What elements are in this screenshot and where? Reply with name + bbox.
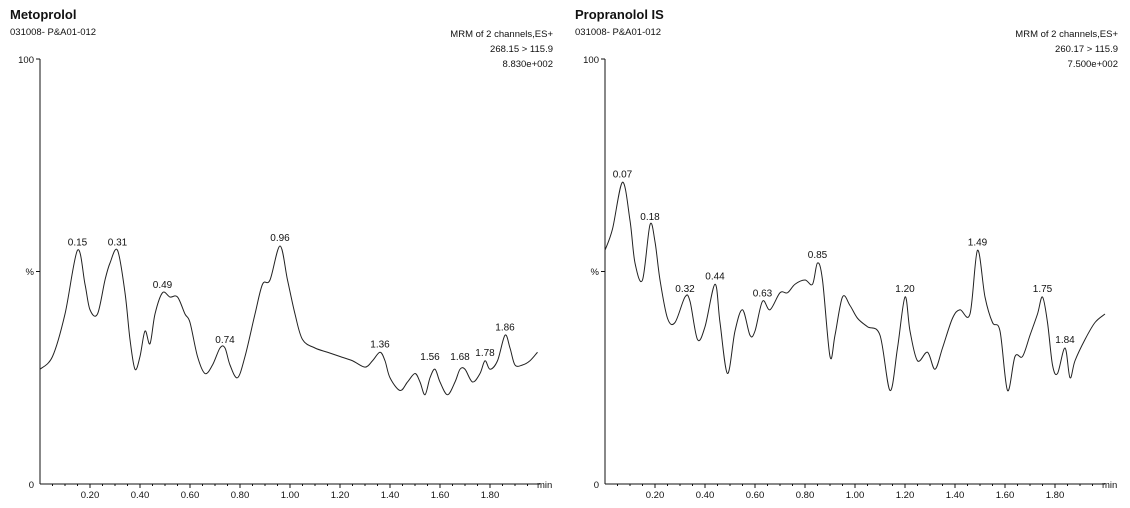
peak-label: 0.74 xyxy=(215,335,235,346)
x-tick-label: 0.20 xyxy=(646,490,665,501)
x-ticks: 0.20 0.40 0.60 0.80 1.00 1.20 1.40 1.60 1.80 xyxy=(617,484,1093,501)
chart-axes xyxy=(36,58,540,485)
peak-label: 0.31 xyxy=(108,237,128,248)
x-tick-label: 1.20 xyxy=(331,490,350,501)
peak-labels: 0.15 0.31 0.49 0.74 0.96 1.36 1.56 1.68 1.78 1.86 xyxy=(68,233,515,363)
peak-label: 1.75 xyxy=(1033,284,1053,295)
peak-label: 0.44 xyxy=(705,271,725,282)
x-tick-label: 1.20 xyxy=(896,490,915,501)
x-tick-label: 0.60 xyxy=(746,490,765,501)
x-unit-label: min xyxy=(537,480,552,491)
chromatogram-trace xyxy=(39,245,538,396)
peak-labels: 0.07 0.18 0.32 0.44 0.63 0.85 1.20 1.49 1.75 1.84 xyxy=(613,169,1075,346)
peak-label: 0.85 xyxy=(808,250,828,261)
x-tick-label: 0.60 xyxy=(181,490,200,501)
sample-id: 031008- P&A01-012 xyxy=(10,27,97,38)
y-bottom-label: 0 xyxy=(29,480,34,491)
x-tick-label: 0.40 xyxy=(696,490,715,501)
peak-label: 0.49 xyxy=(153,280,173,291)
peak-label: 1.84 xyxy=(1055,335,1075,346)
chromatogram-plot: 100 % 0 min 0.20 0.40 0.60 0.80 1.00 1.20 1.40… xyxy=(583,55,1117,501)
sample-id: 031008- P&A01-012 xyxy=(575,27,662,38)
peak-label: 0.07 xyxy=(613,169,633,180)
x-tick-label: 1.80 xyxy=(481,490,500,501)
chromatogram-panel-metoprolol: Metoprolol 031008- P&A01-012 MRM of 2 ch… xyxy=(10,7,553,501)
x-tick-label: 1.80 xyxy=(1046,490,1065,501)
peak-label: 1.68 xyxy=(450,352,470,363)
compound-title: Propranolol IS xyxy=(575,7,664,22)
y-mid-label: % xyxy=(591,267,600,278)
peak-label: 0.63 xyxy=(753,288,773,299)
compound-title: Metoprolol xyxy=(10,7,77,22)
x-tick-label: 0.80 xyxy=(796,490,815,501)
peak-label: 1.36 xyxy=(370,339,390,350)
acquisition-info: MRM of 2 channels,ES+ 260.17 > 115.9 7.5… xyxy=(1015,27,1118,72)
peak-label: 1.86 xyxy=(495,322,515,333)
x-tick-label: 0.80 xyxy=(231,490,250,501)
x-tick-label: 1.60 xyxy=(431,490,450,501)
peak-label: 0.15 xyxy=(68,237,88,248)
peak-label: 0.18 xyxy=(640,212,660,223)
y-top-label: 100 xyxy=(18,55,34,66)
mrm-transition: 260.17 > 115.9 xyxy=(1055,44,1118,55)
peak-label: 1.20 xyxy=(895,284,915,295)
intensity-value: 7.500e+002 xyxy=(1067,59,1118,70)
acquisition-info: MRM of 2 channels,ES+ 268.15 > 115.9 8.8… xyxy=(450,27,553,72)
x-tick-label: 0.20 xyxy=(81,490,100,501)
x-ticks: 0.20 0.40 0.60 0.80 1.00 1.20 1.40 1.60 1.80 xyxy=(52,484,528,501)
peak-label: 0.96 xyxy=(270,233,290,244)
y-mid-label: % xyxy=(26,267,35,278)
peak-label: 0.32 xyxy=(675,284,695,295)
x-tick-label: 1.40 xyxy=(946,490,965,501)
intensity-value: 8.830e+002 xyxy=(502,59,553,70)
x-tick-label: 1.60 xyxy=(996,490,1015,501)
x-tick-label: 1.40 xyxy=(381,490,400,501)
mrm-mode: MRM of 2 channels,ES+ xyxy=(450,29,553,40)
chromatogram-plot: 100 % 0 min 0.20 0.40 0.60 0.80 1.00 1.20 1.40… xyxy=(18,55,552,501)
x-tick-label: 1.00 xyxy=(846,490,865,501)
chart-axes xyxy=(601,58,1105,485)
chromatogram-trace xyxy=(604,181,1106,392)
x-tick-label: 0.40 xyxy=(131,490,150,501)
mrm-mode: MRM of 2 channels,ES+ xyxy=(1015,29,1118,40)
mrm-transition: 268.15 > 115.9 xyxy=(490,44,553,55)
peak-label: 1.78 xyxy=(475,348,495,359)
peak-label: 1.56 xyxy=(420,352,440,363)
y-bottom-label: 0 xyxy=(594,480,599,491)
y-top-label: 100 xyxy=(583,55,599,66)
peak-label: 1.49 xyxy=(968,237,988,248)
chromatogram-panel-propranolol: Propranolol IS 031008- P&A01-012 MRM of … xyxy=(565,0,1130,508)
x-unit-label: min xyxy=(1102,480,1117,491)
x-tick-label: 1.00 xyxy=(281,490,300,501)
